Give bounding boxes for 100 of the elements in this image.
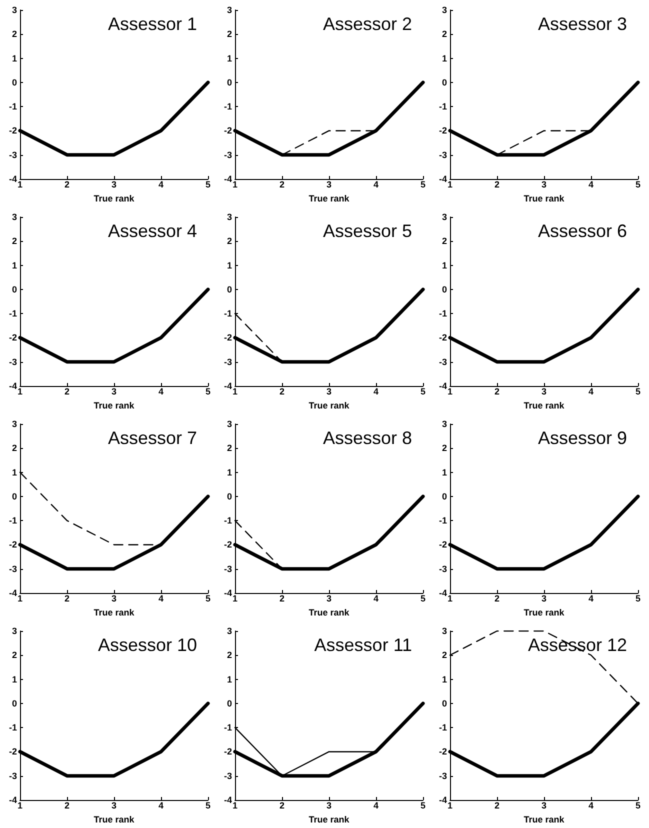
x-tick-label: 3: [111, 800, 117, 810]
y-tick-label: 1: [226, 467, 232, 478]
y-tick-label: 2: [442, 236, 447, 246]
y-tick-label: -3: [438, 770, 447, 781]
y-tick-label: 2: [12, 650, 17, 660]
y-tick-label: -4: [224, 174, 232, 184]
x-tick-label: 2: [279, 386, 285, 396]
y-tick-label: -1: [438, 516, 447, 526]
y-tick-label: 1: [226, 260, 232, 270]
x-tick-label: 3: [111, 180, 117, 190]
y-tick-label: 0: [226, 77, 232, 88]
chart-title: Assessor 3: [538, 14, 628, 34]
x-tick-label: 3: [111, 386, 117, 396]
chart-title: Assessor 10: [98, 635, 198, 655]
y-tick-label: -3: [8, 770, 17, 781]
y-tick-label: -3: [224, 770, 232, 781]
y-tick-label: 2: [442, 650, 447, 660]
y-tick-label: -4: [224, 588, 232, 598]
x-tick-label: 5: [635, 180, 641, 190]
x-tick-label: 4: [373, 180, 379, 190]
y-tick-label: -1: [438, 102, 447, 112]
x-tick-label: 2: [64, 386, 70, 396]
y-tick-label: -1: [224, 102, 232, 112]
x-tick-label: 4: [158, 386, 164, 396]
y-tick-label: -3: [438, 150, 447, 160]
y-tick-label: 1: [12, 260, 17, 270]
x-axis-title: True rank: [94, 607, 136, 618]
x-tick-label: 3: [541, 594, 547, 604]
y-tick-label: -3: [438, 564, 447, 574]
y-tick-label: -2: [8, 540, 17, 550]
y-tick-label: -1: [8, 516, 17, 526]
y-tick-label: 2: [442, 29, 447, 40]
y-tick-label: -2: [224, 746, 232, 757]
y-tick-label: -2: [438, 540, 447, 550]
x-tick-label: 2: [494, 386, 500, 396]
x-tick-label: 2: [279, 800, 285, 810]
y-tick-label: -2: [224, 332, 232, 343]
x-axis-title: True rank: [524, 814, 566, 824]
y-tick-label: -4: [8, 795, 17, 805]
x-tick-label: 3: [111, 594, 117, 604]
y-tick-label: 0: [12, 698, 17, 708]
x-tick-label: 3: [326, 180, 332, 190]
y-tick-label: -3: [224, 356, 232, 367]
y-tick-label: 1: [226, 53, 232, 64]
chart-title: Assessor 7: [108, 428, 198, 448]
y-tick-label: 0: [442, 698, 447, 708]
x-tick-label: 2: [494, 800, 500, 810]
y-tick-label: 3: [226, 626, 232, 636]
y-tick-label: -2: [438, 746, 447, 757]
x-axis-title: True rank: [524, 400, 566, 410]
chart-title: Assessor 4: [108, 221, 198, 241]
x-tick-label: 4: [158, 180, 164, 190]
y-tick-label: 0: [12, 284, 17, 294]
y-tick-label: 0: [12, 491, 17, 502]
x-axis-title: True rank: [524, 607, 566, 618]
y-tick-label: 0: [442, 284, 447, 294]
chart-title: Assessor 11: [314, 635, 412, 655]
y-tick-label: -1: [438, 308, 447, 319]
y-tick-label: -4: [438, 174, 447, 184]
x-tick-label: 4: [373, 800, 379, 810]
y-tick-label: -3: [438, 356, 447, 367]
y-tick-label: 0: [12, 77, 17, 88]
x-tick-label: 5: [420, 180, 426, 190]
y-tick-label: 3: [442, 626, 447, 636]
y-tick-label: 3: [12, 5, 17, 15]
y-tick-label: 1: [442, 53, 447, 64]
y-tick-label: 0: [442, 77, 447, 88]
x-tick-label: 2: [494, 594, 500, 604]
x-tick-label: 4: [373, 386, 379, 396]
x-tick-label: 2: [64, 800, 70, 810]
chart-title: Assessor 1: [108, 14, 198, 34]
y-tick-label: 3: [12, 212, 17, 222]
y-tick-label: 2: [226, 236, 232, 246]
y-tick-label: 1: [12, 467, 17, 478]
y-tick-label: -1: [8, 102, 17, 112]
y-tick-label: 3: [12, 626, 17, 636]
y-tick-label: 3: [442, 212, 447, 222]
y-tick-label: 2: [226, 443, 232, 454]
y-tick-label: 1: [12, 674, 17, 684]
y-tick-label: -1: [224, 722, 232, 733]
y-tick-label: -2: [438, 126, 447, 136]
x-tick-label: 5: [635, 594, 641, 604]
x-axis-title: True rank: [308, 814, 350, 824]
y-tick-label: -2: [438, 332, 447, 343]
x-tick-label: 5: [205, 800, 211, 810]
x-tick-label: 2: [279, 594, 285, 604]
y-tick-label: 3: [442, 419, 447, 429]
x-tick-label: 2: [279, 180, 285, 190]
y-tick-label: 3: [442, 5, 447, 15]
x-tick-label: 4: [588, 180, 594, 190]
y-tick-label: -2: [224, 540, 232, 550]
y-tick-label: -1: [438, 722, 447, 733]
y-tick-label: -4: [8, 381, 17, 391]
y-tick-label: 2: [226, 29, 232, 40]
y-tick-label: -4: [438, 795, 447, 805]
x-tick-label: 3: [541, 800, 547, 810]
x-axis-title: True rank: [94, 814, 136, 824]
y-tick-label: -4: [224, 795, 232, 805]
y-tick-label: 3: [226, 212, 232, 222]
x-tick-label: 4: [588, 594, 594, 604]
